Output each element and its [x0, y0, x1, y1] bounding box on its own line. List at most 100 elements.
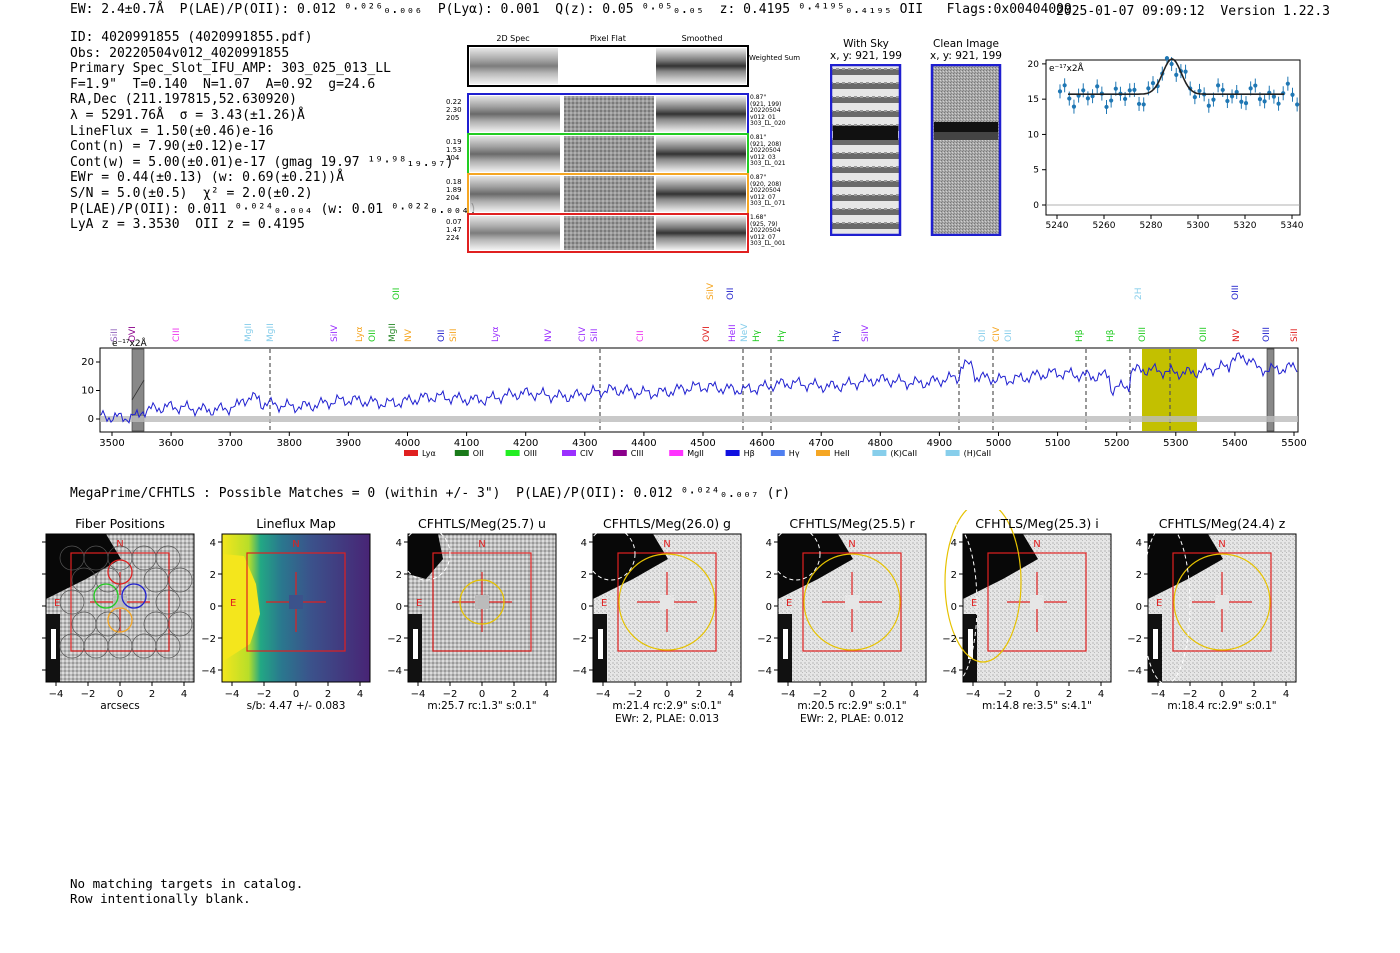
panel-caption-2: EWr: 2, PLAE: 0.013: [615, 713, 719, 725]
panel-caption-2: EWr: 2, PLAE: 0.012: [800, 713, 904, 725]
panel-xtick: 4: [543, 689, 549, 700]
spectrum-xticks: 3500 3600 3700 3800 3900 4000 4100 4200 4300 4400…: [99, 432, 1307, 449]
line-label: SiII: [1290, 328, 1300, 342]
spectrum-xtick: 5400: [1222, 438, 1247, 449]
spectrum-xtick: 3700: [217, 438, 242, 449]
panel-xtick: −4: [966, 689, 981, 700]
spectrum-xtick: 4400: [631, 438, 656, 449]
info-line: RA,Dec (211.197815,52.630920): [70, 92, 297, 108]
panel-xtick: 2: [881, 689, 887, 700]
zoom-xtick: 5260: [1093, 221, 1116, 231]
line-label: CII: [636, 330, 646, 342]
spectrum-trace: [100, 352, 1298, 424]
row1-left-stats: 0.22 2.30 205: [446, 98, 462, 122]
panel-title: CFHTLS/Meg(25.5) r: [789, 516, 915, 531]
panel-xtick: 0: [1034, 689, 1040, 700]
panel-ytick: −4: [942, 666, 957, 677]
spectrum-xtick: 4100: [454, 438, 479, 449]
legend-entry: (K)CaII: [890, 449, 917, 458]
panel-ytick: 4: [1136, 538, 1142, 549]
north-label: N: [1218, 539, 1225, 550]
panel-xtick: −4: [225, 689, 240, 700]
legend-entry: OII: [473, 449, 484, 458]
info-line: EWr = 0.44(±0.13) (w: 0.69(±0.21))Å: [70, 170, 344, 186]
zoom-xtick: 5240: [1046, 221, 1069, 231]
panel-xtick: 4: [181, 689, 187, 700]
panel-ytick: −2: [201, 634, 216, 645]
panel-xtick: 0: [293, 689, 299, 700]
zoom-xtick: 5280: [1140, 221, 1163, 231]
cutout-row-3: [467, 173, 749, 215]
east-label: E: [230, 598, 236, 609]
info-line: Primary Spec_Slot_IFU_AMP: 303_025_013_L…: [70, 61, 391, 77]
zoom-yticks: 0 5 10 15 20: [1028, 60, 1046, 211]
north-label: N: [663, 539, 670, 550]
line-label: SiIV: [861, 324, 871, 342]
panel-5: N E −4 −2 0 2 4 4 2 0 −2 −4 CFHTLS/Meg(25.5) r m:20.5…: [757, 516, 927, 725]
line-label: MgII: [266, 323, 276, 342]
panel-ytick: 2: [210, 570, 216, 581]
spectrum-xtick: 4200: [513, 438, 538, 449]
line-label: SiII: [449, 328, 459, 342]
spectrum-legend: Lyα OII OIII CIV CIII MgII Hβ Hγ HeII (K)CaII (H)C…: [404, 449, 991, 458]
zoom-xtick: 5300: [1187, 221, 1210, 231]
zoom-xtick: 5340: [1281, 221, 1304, 231]
spectrum-xtick: 5300: [1163, 438, 1188, 449]
panel-ytick: −2: [757, 634, 772, 645]
line-label-upper: SiIV: [706, 282, 716, 300]
info-line: ID: 4020991855 (4020991855.pdf): [70, 30, 313, 45]
panel-ytick: −2: [942, 634, 957, 645]
info-line: Obs: 20220504v012_4020991855: [70, 45, 290, 61]
line-label: Hγ: [832, 329, 842, 342]
spectrum-unit-label: e⁻¹⁷x2Å: [112, 337, 148, 349]
line-label: OII: [437, 330, 447, 342]
line-label: SiIV: [330, 324, 340, 342]
panel-2: N E −4 −2 0 2 4 4 2 0 −2 −4 Lineflux Map s/b: 4.47 +/…: [201, 516, 371, 712]
panel-xtick: 2: [1066, 689, 1072, 700]
emission-line-labels: SiII OVI CIII MgII MgII SiIV Lyα OII MgII NV OII Si…: [110, 282, 1300, 342]
spectrum-xtick: 4700: [808, 438, 833, 449]
panel-xtick: −4: [596, 689, 611, 700]
info-line: P(LAE)/P(OII): 0.011 ⁰·⁰²⁴₀.₀₀₄ (w: 0.01…: [70, 201, 477, 217]
panel-xtick: 0: [479, 689, 485, 700]
info-line: LyA z = 3.3530 OII z = 0.4195: [70, 217, 305, 233]
detection-info: ID: 4020991855 (4020991855.pdf) Obs: 202…: [70, 30, 477, 233]
panel-xtick: −4: [1151, 689, 1166, 700]
line-label: Hβ: [1106, 329, 1116, 342]
panel-caption: s/b: 4.47 +/- 0.083: [247, 700, 346, 712]
masked-region-right: [1266, 348, 1275, 432]
row2-left-stats: 0.19 1.53 204: [446, 138, 462, 162]
sky-images: [830, 64, 1002, 236]
panel-6: N E −4 −2 0 2 4 4 2 0 −2 −4 CFHTLS/Meg(25.3) i m:14.8…: [928, 510, 1112, 712]
info-line: λ = 5291.76Å σ = 3.43(±1.26)Å: [70, 107, 305, 123]
panel-ytick: 0: [766, 602, 772, 613]
panel-ytick: −4: [201, 666, 216, 677]
panel-caption: m:14.8 re:3.5" s:4.1": [982, 700, 1092, 712]
panel-ytick: 0: [581, 602, 587, 613]
north-label: N: [116, 539, 123, 550]
panel-title: Fiber Positions: [75, 516, 165, 531]
line-label: CIII: [172, 328, 182, 342]
col-header-smoothed: Smoothed: [681, 34, 723, 43]
panel-caption: m:20.5 rc:2.9" s:0.1": [797, 700, 906, 712]
spectrum-xtick: 5000: [986, 438, 1011, 449]
panel-xtick: 0: [849, 689, 855, 700]
col-header-pixelflat: Pixel Flat: [590, 34, 626, 43]
full-spectrum-chart: SiII OVI CIII MgII MgII SiIV Lyα OII MgII NV OII Si…: [81, 282, 1307, 458]
image-panels: N E −4 −2 0 2 4 4 2 0 −2 −4 Fiber Positions arcsecs N E…: [42, 510, 1297, 725]
panel-xtick: 4: [1098, 689, 1104, 700]
panel-xtick: 0: [1219, 689, 1225, 700]
spectrum-xtick: 3600: [158, 438, 183, 449]
legend-entry: CIV: [580, 449, 594, 458]
panel-3: N E −4 −2 0 2 4 4 2 0 −2 −4 CFHTLS/Meg(25.7) u m:25.7…: [387, 516, 557, 712]
spectrum-xtick: 4000: [395, 438, 420, 449]
zoom-ytick: 20: [1028, 60, 1040, 70]
zoom-ytick: 10: [1028, 130, 1040, 140]
panel-4: N E −4 −2 0 2 4 4 2 0 −2 −4 CFHTLS/Meg(26.0) g m:21.4…: [572, 516, 742, 725]
info-line: Cont(n) = 7.90(±0.12)e-17: [70, 139, 266, 155]
panel-caption: m:21.4 rc:2.9" s:0.1": [612, 700, 721, 712]
panel-7: N E −4 −2 0 2 4 4 2 0 −2 −4 CFHTLS/Meg(24.4) z m:18.4…: [1127, 516, 1297, 712]
panel-ytick: 0: [1136, 602, 1142, 613]
north-label: N: [848, 539, 855, 550]
info-line: S/N = 5.0(±0.5) χ² = 2.0(±0.2): [70, 185, 313, 201]
